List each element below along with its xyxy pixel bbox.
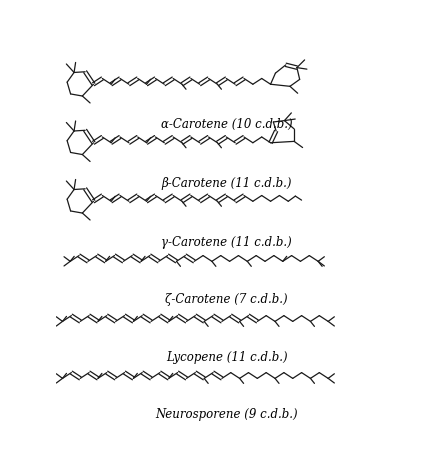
Text: γ-Carotene (11 c.d.b.): γ-Carotene (11 c.d.b.) bbox=[161, 236, 292, 249]
Text: Lycopene (11 c.d.b.): Lycopene (11 c.d.b.) bbox=[166, 351, 287, 365]
Text: ζ-Carotene (7 c.d.b.): ζ-Carotene (7 c.d.b.) bbox=[165, 293, 288, 306]
Text: Neurosporene (9 c.d.b.): Neurosporene (9 c.d.b.) bbox=[155, 407, 298, 421]
Text: α-Carotene (10 c.d.b.): α-Carotene (10 c.d.b.) bbox=[161, 118, 292, 131]
Text: β-Carotene (11 c.d.b.): β-Carotene (11 c.d.b.) bbox=[161, 178, 292, 190]
